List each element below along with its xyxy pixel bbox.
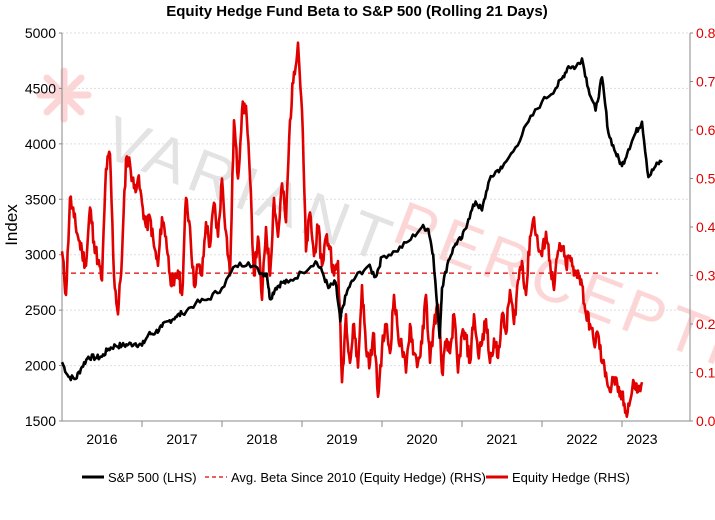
watermark-logo-icon <box>36 67 92 123</box>
series-group <box>60 41 663 418</box>
y-left-tick-label: 3000 <box>25 247 56 263</box>
x-axis-ticks: 2016 2017 2018 2019 2020 2021 2022 2023 <box>86 421 658 447</box>
series-line-sp500 <box>60 57 663 382</box>
y-right-tick-label: 0.6 <box>696 122 715 138</box>
legend: S&P 500 (LHS) Avg. Beta Since 2010 (Equit… <box>82 470 630 485</box>
x-tick-label: 2020 <box>406 431 437 447</box>
legend-label-3: Equity Hedge (RHS) <box>512 470 630 485</box>
y-axis-right-ticks: 0.0 0.1 0.2 0.3 0.4 0.5 0.6 0.7 0.8 <box>690 25 715 429</box>
y-left-tick-label: 2000 <box>25 358 56 374</box>
y-left-tick-label: 2500 <box>25 302 56 318</box>
series-line-equity-hedge <box>60 41 644 418</box>
x-tick-label: 2019 <box>326 431 357 447</box>
y-axis-left-ticks: 1500 2000 2500 3000 3500 4000 4500 5000 <box>25 25 62 429</box>
watermark-text-right: PERCEPTION <box>385 189 715 419</box>
x-tick-label: 2016 <box>86 431 117 447</box>
y-right-tick-label: 0.8 <box>696 25 715 41</box>
y-left-tick-label: 5000 <box>25 25 56 41</box>
y-right-tick-label: 0.4 <box>696 219 715 235</box>
y-left-tick-label: 1500 <box>25 413 56 429</box>
y-right-tick-label: 0.3 <box>696 268 715 284</box>
y-right-tick-label: 0.0 <box>696 413 715 429</box>
y-right-tick-label: 0.2 <box>696 316 715 332</box>
x-tick-label: 2023 <box>626 431 657 447</box>
y-right-tick-label: 0.5 <box>696 171 715 187</box>
y-left-tick-label: 4000 <box>25 136 56 152</box>
legend-label-1: S&P 500 (LHS) <box>108 470 197 485</box>
y-left-tick-label: 4500 <box>25 80 56 96</box>
y-right-tick-label: 0.7 <box>696 74 715 90</box>
y-axis-left-label: Index <box>2 204 21 246</box>
y-left-tick-label: 3500 <box>25 191 56 207</box>
y-right-tick-label: 0.1 <box>696 365 715 381</box>
legend-label-2: Avg. Beta Since 2010 (Equity Hedge) (RHS… <box>231 470 486 485</box>
x-tick-label: 2018 <box>246 431 277 447</box>
x-tick-label: 2022 <box>566 431 597 447</box>
x-tick-label: 2021 <box>486 431 517 447</box>
chart-title: Equity Hedge Fund Beta to S&P 500 (Rolli… <box>166 3 547 20</box>
x-tick-label: 2017 <box>166 431 197 447</box>
